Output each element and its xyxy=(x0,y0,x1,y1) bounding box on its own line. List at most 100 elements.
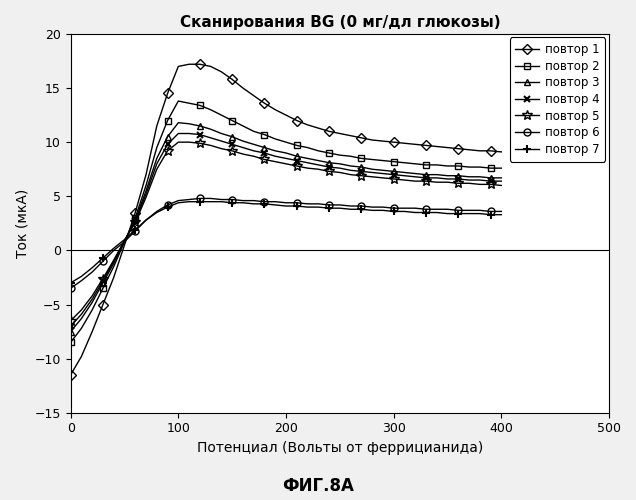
повтор 1 xyxy=(132,210,139,216)
повтор 7 xyxy=(99,255,107,261)
повтор 4 xyxy=(218,138,225,144)
повтор 1 xyxy=(422,142,430,148)
повтор 2 xyxy=(185,100,193,106)
повтор 3 xyxy=(357,164,365,170)
повтор 4 xyxy=(455,176,462,182)
повтор 6 xyxy=(368,204,376,210)
повтор 1 xyxy=(368,137,376,143)
повтор 4 xyxy=(121,238,128,244)
повтор 3 xyxy=(142,188,150,194)
повтор 2 xyxy=(314,148,322,154)
повтор 4 xyxy=(132,218,139,224)
повтор 1 xyxy=(272,106,279,112)
повтор 1 xyxy=(153,123,161,129)
повтор 4 xyxy=(99,278,107,283)
повтор 5 xyxy=(422,178,430,184)
повтор 3 xyxy=(433,172,441,177)
повтор 6 xyxy=(476,208,483,214)
повтор 1 xyxy=(261,100,268,106)
повтор 7 xyxy=(465,210,473,216)
повтор 2 xyxy=(304,144,312,150)
повтор 3 xyxy=(336,161,343,167)
повтор 2 xyxy=(250,128,258,134)
повтор 3 xyxy=(174,120,182,126)
повтор 7 xyxy=(336,205,343,211)
повтор 1 xyxy=(497,149,505,155)
X-axis label: Потенциал (Вольты от феррицианида): Потенциал (Вольты от феррицианида) xyxy=(197,441,483,455)
повтор 5 xyxy=(314,166,322,172)
повтор 7 xyxy=(67,280,74,286)
повтор 1 xyxy=(304,122,312,128)
повтор 3 xyxy=(132,217,139,223)
повтор 6 xyxy=(433,206,441,212)
повтор 4 xyxy=(433,175,441,181)
повтор 2 xyxy=(476,164,483,170)
повтор 1 xyxy=(347,132,354,138)
повтор 5 xyxy=(261,156,268,162)
повтор 5 xyxy=(497,182,505,188)
повтор 2 xyxy=(228,118,236,124)
повтор 6 xyxy=(465,208,473,214)
повтор 3 xyxy=(261,144,268,150)
повтор 5 xyxy=(476,182,483,188)
повтор 6 xyxy=(422,206,430,212)
повтор 3 xyxy=(207,126,214,132)
Y-axis label: Ток (мкА): Ток (мкА) xyxy=(15,188,29,258)
повтор 2 xyxy=(207,106,214,112)
повтор 1 xyxy=(314,125,322,131)
повтор 6 xyxy=(174,198,182,203)
повтор 4 xyxy=(314,162,322,168)
повтор 6 xyxy=(153,208,161,214)
повтор 4 xyxy=(336,165,343,171)
повтор 2 xyxy=(218,112,225,118)
повтор 2 xyxy=(336,152,343,158)
Text: ФИГ.8А: ФИГ.8А xyxy=(282,477,354,495)
повтор 6 xyxy=(110,248,118,254)
повтор 2 xyxy=(411,161,419,167)
повтор 4 xyxy=(207,135,214,141)
повтор 2 xyxy=(433,162,441,168)
повтор 6 xyxy=(99,258,107,264)
повтор 6 xyxy=(88,269,96,275)
повтор 5 xyxy=(196,140,204,146)
повтор 1 xyxy=(476,148,483,154)
повтор 1 xyxy=(411,142,419,148)
повтор 5 xyxy=(444,179,452,185)
Line: повтор 6: повтор 6 xyxy=(67,195,505,292)
повтор 5 xyxy=(336,170,343,175)
повтор 7 xyxy=(272,202,279,208)
повтор 2 xyxy=(401,160,408,166)
повтор 4 xyxy=(67,323,74,329)
повтор 6 xyxy=(196,196,204,202)
повтор 4 xyxy=(411,174,419,180)
повтор 5 xyxy=(78,307,85,313)
повтор 3 xyxy=(272,148,279,154)
повтор 3 xyxy=(390,168,398,174)
повтор 1 xyxy=(379,138,387,144)
повтор 5 xyxy=(207,142,214,148)
повтор 1 xyxy=(67,372,74,378)
повтор 2 xyxy=(368,156,376,162)
повтор 2 xyxy=(357,156,365,162)
повтор 3 xyxy=(304,156,312,162)
повтор 6 xyxy=(357,203,365,209)
повтор 7 xyxy=(433,210,441,216)
повтор 6 xyxy=(304,201,312,207)
повтор 7 xyxy=(357,206,365,212)
Title: Сканирования BG (0 мг/дл глюкозы): Сканирования BG (0 мг/дл глюкозы) xyxy=(179,15,500,30)
повтор 1 xyxy=(465,146,473,152)
повтор 1 xyxy=(282,112,290,118)
повтор 4 xyxy=(272,153,279,159)
повтор 1 xyxy=(357,135,365,141)
повтор 3 xyxy=(121,238,128,244)
повтор 1 xyxy=(336,130,343,136)
повтор 6 xyxy=(142,217,150,223)
повтор 7 xyxy=(390,208,398,214)
повтор 3 xyxy=(422,172,430,177)
повтор 2 xyxy=(455,163,462,169)
повтор 6 xyxy=(272,198,279,204)
повтор 2 xyxy=(390,158,398,164)
повтор 2 xyxy=(142,182,150,188)
повтор 2 xyxy=(99,286,107,292)
повтор 6 xyxy=(314,201,322,207)
